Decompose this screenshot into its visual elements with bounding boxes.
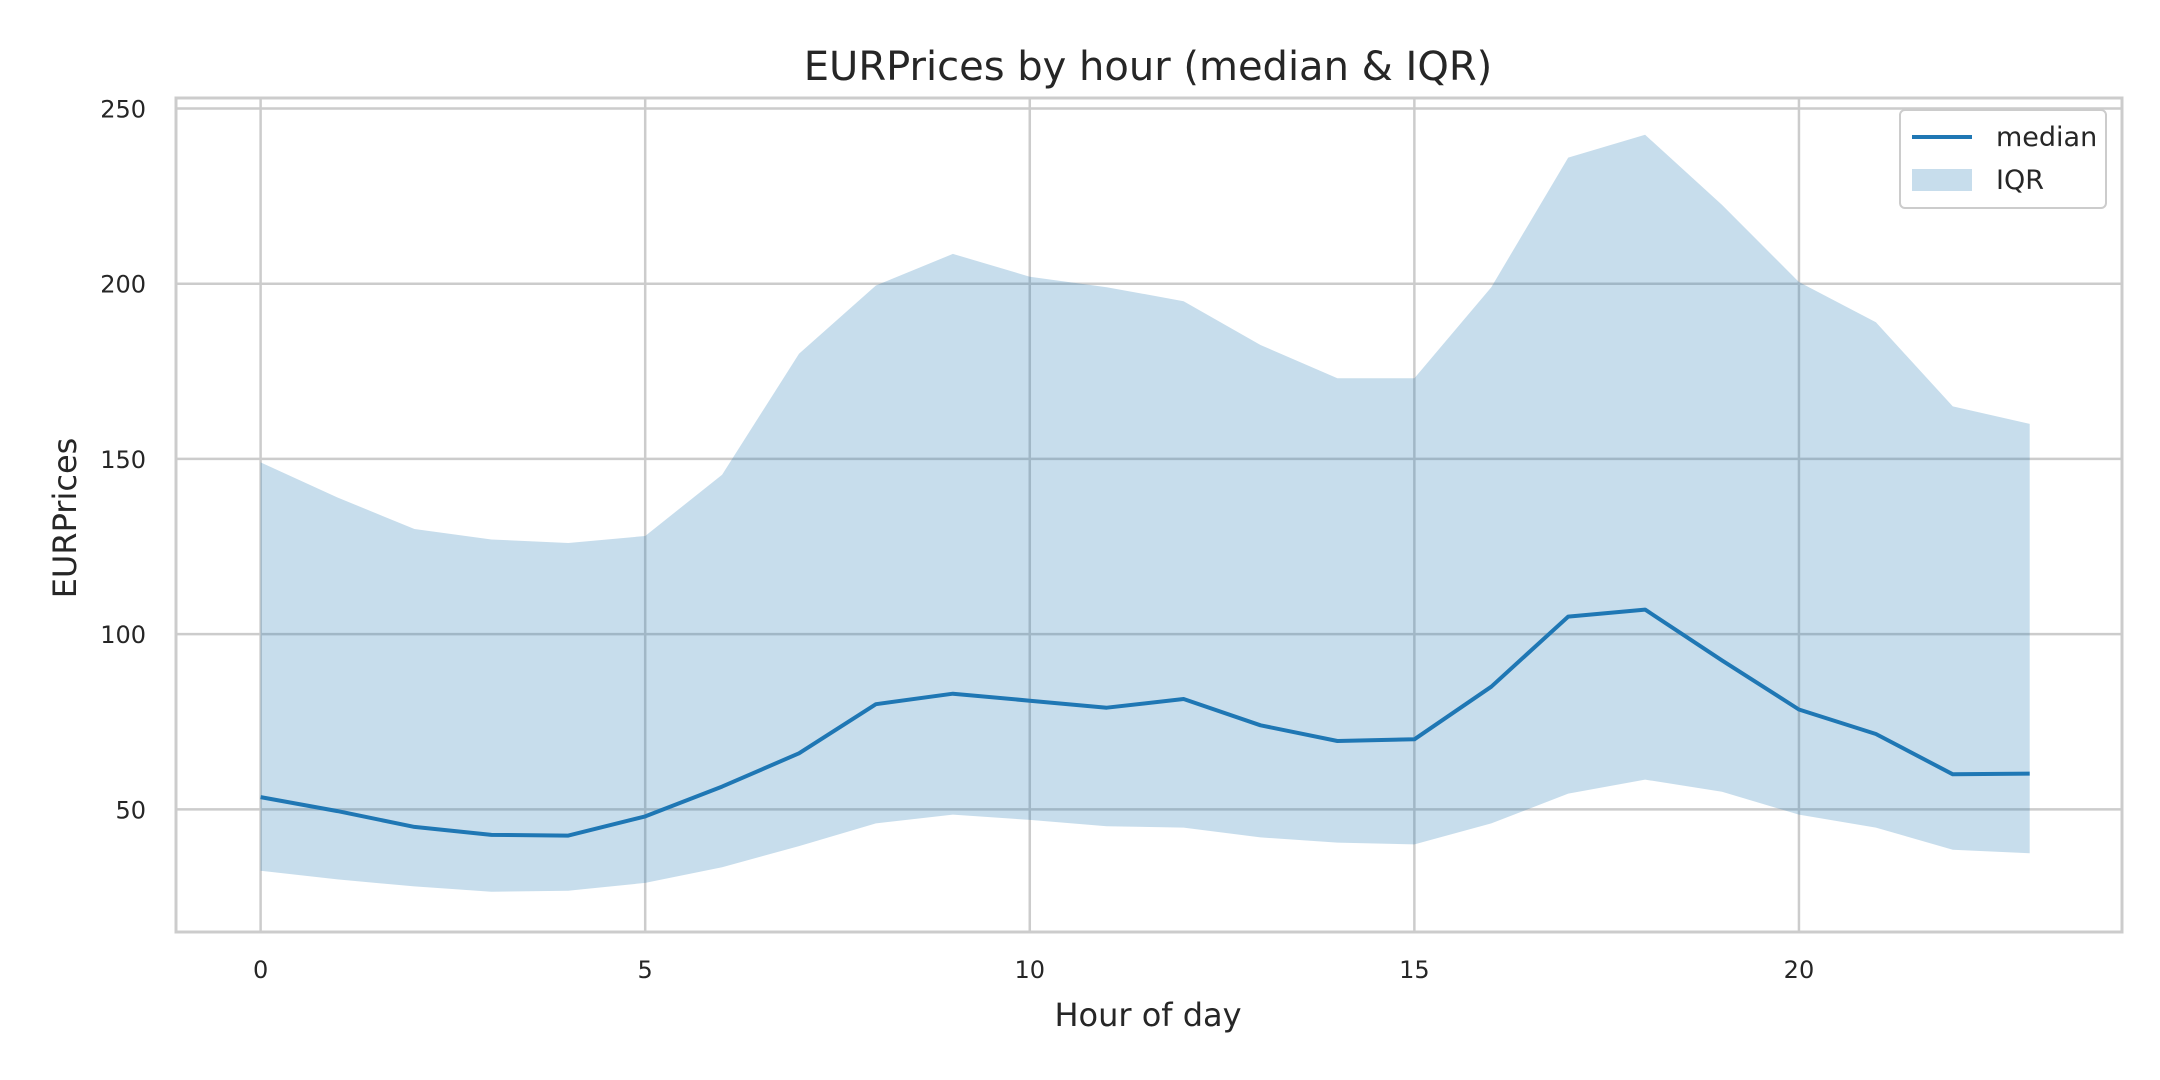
y-tick-label: 200 (100, 271, 146, 299)
legend-box (1899, 109, 2107, 209)
x-tick-label: 15 (1399, 956, 1430, 984)
legend-median-label: median (1996, 122, 2097, 153)
x-axis-label: Hour of day (1054, 996, 1241, 1034)
x-tick-label: 20 (1784, 956, 1815, 984)
y-tick-labels: 50 100 150 200 250 (100, 96, 146, 825)
chart-title: EURPrices by hour (median & IQR) (804, 44, 1492, 90)
iqr-band-layer (260, 134, 2030, 892)
y-tick-label: 50 (115, 796, 146, 824)
y-tick-label: 150 (100, 446, 146, 474)
x-tick-label: 10 (1015, 956, 1046, 984)
median-line-layer (260, 607, 2030, 838)
y-tick-label: 100 (100, 621, 146, 649)
y-axis-label: EURPrices (46, 438, 84, 599)
x-tick-label: 0 (253, 956, 268, 984)
legend: median IQR (1899, 109, 2107, 209)
x-tick-labels: 0 5 10 15 20 (253, 956, 1814, 984)
y-tick-label: 250 (100, 96, 146, 124)
plot-frame (174, 96, 2124, 934)
median-line (260, 607, 2030, 838)
legend-iqr-label: IQR (1996, 165, 2044, 196)
grid (176, 98, 2122, 932)
x-tick-label: 5 (638, 956, 653, 984)
iqr-band (260, 134, 2030, 892)
legend-iqr-swatch (1912, 169, 1972, 191)
